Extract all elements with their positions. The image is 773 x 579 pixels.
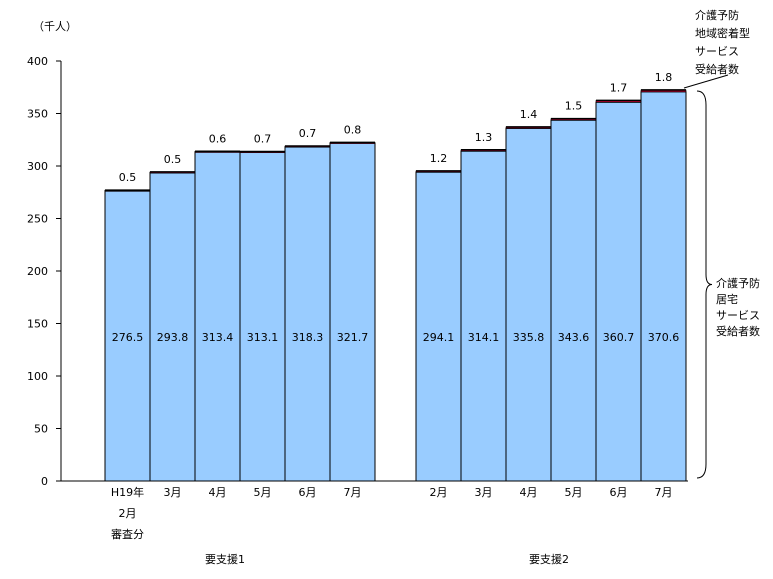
x-tick-label: 2月 xyxy=(430,486,448,499)
data-label-top: 0.5 xyxy=(119,171,137,184)
data-label-base: 335.8 xyxy=(513,331,545,344)
x-tick-label: 6月 xyxy=(299,486,317,499)
bar-base xyxy=(194,151,241,482)
y-tick-label: 200 xyxy=(27,265,48,278)
data-label-base: 314.1 xyxy=(468,331,500,344)
x-tick-label: 5月 xyxy=(565,486,583,499)
x-tick-label: 6月 xyxy=(610,486,628,499)
x-tick-label: 4月 xyxy=(520,486,538,499)
data-label-top: 0.7 xyxy=(299,127,317,140)
data-label-top: 1.7 xyxy=(610,81,628,94)
data-label-base: 343.6 xyxy=(558,331,590,344)
annotation-top-label: 受給者数 xyxy=(695,62,739,76)
annotation-side-label: 介護予防 xyxy=(716,276,760,290)
y-tick-label: 300 xyxy=(27,160,48,173)
x-tick-label: 4月 xyxy=(209,486,227,499)
bar-base xyxy=(329,142,376,482)
annotation-top-label: 介護予防 xyxy=(695,8,739,22)
y-axis-unit-label: （千人） xyxy=(33,20,77,33)
data-label-base: 313.1 xyxy=(247,331,279,344)
data-label-base: 313.4 xyxy=(202,331,234,344)
data-label-top: 1.5 xyxy=(565,100,583,113)
bar-base xyxy=(149,172,196,482)
annotation-top-pointer xyxy=(683,74,729,89)
bar-base xyxy=(550,119,597,482)
data-label-base: 360.7 xyxy=(603,331,635,344)
data-label-base: 321.7 xyxy=(337,331,369,344)
x-tick-label: 2月 xyxy=(119,507,137,520)
data-label-base: 318.3 xyxy=(292,331,324,344)
x-tick-label: 審査分 xyxy=(111,527,144,541)
bar-base xyxy=(415,171,462,482)
bar-base xyxy=(104,190,151,482)
y-tick-label: 150 xyxy=(27,318,48,331)
annotation-side-brace xyxy=(696,90,713,479)
y-tick-label: 50 xyxy=(34,423,48,436)
bar-base xyxy=(239,151,286,482)
data-label-base: 293.8 xyxy=(157,331,189,344)
data-label-top: 0.5 xyxy=(164,153,182,166)
x-tick-label: 7月 xyxy=(655,486,673,499)
data-label-top: 0.8 xyxy=(344,123,362,136)
annotation-side-label: 受給者数 xyxy=(716,324,760,338)
bar-base xyxy=(284,146,331,482)
annotation-side-label: サービス xyxy=(716,309,760,322)
bar-base xyxy=(640,91,687,482)
group-label: 要支援1 xyxy=(205,552,245,566)
annotation-side-label: 居宅 xyxy=(716,292,738,306)
data-label-top: 0.6 xyxy=(209,132,227,145)
x-tick-label: 3月 xyxy=(475,486,493,499)
x-tick-label: 3月 xyxy=(164,486,182,499)
x-tick-label: 7月 xyxy=(344,486,362,499)
data-label-top: 1.8 xyxy=(655,71,673,84)
annotation-top-label: 地域密着型 xyxy=(695,26,750,40)
data-label-top: 1.2 xyxy=(430,152,448,165)
y-tick-label: 400 xyxy=(27,55,48,68)
group-label: 要支援2 xyxy=(529,552,569,566)
data-label-top: 1.4 xyxy=(520,108,538,121)
y-tick-label: 100 xyxy=(27,370,48,383)
data-label-base: 294.1 xyxy=(423,331,455,344)
data-label-top: 0.7 xyxy=(254,133,272,146)
x-tick-label: 5月 xyxy=(254,486,272,499)
bar-base xyxy=(505,127,552,482)
y-tick-label: 0 xyxy=(41,475,48,488)
bars-layer xyxy=(104,89,687,482)
axis-layer: 0 50 100 150 200 250 300 350 400 xyxy=(27,55,688,488)
data-label-base: 370.6 xyxy=(648,331,680,344)
bar-base xyxy=(595,101,642,482)
y-tick-label: 350 xyxy=(27,108,48,121)
annotation-top-label: サービス xyxy=(695,45,739,58)
data-label-top: 1.3 xyxy=(475,131,493,144)
y-tick-label: 250 xyxy=(27,213,48,226)
data-label-base: 276.5 xyxy=(112,331,144,344)
x-tick-label: H19年 xyxy=(111,485,144,499)
bar-base xyxy=(460,150,507,482)
